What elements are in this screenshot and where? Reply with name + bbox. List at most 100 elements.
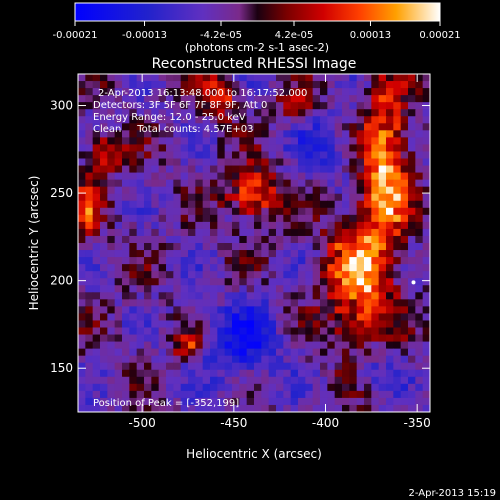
heatmap-cell [78,179,86,188]
heatmap-cell [327,88,336,96]
heatmap-cell [305,221,314,230]
heatmap-cell [334,313,343,322]
heatmap-cell [188,397,196,406]
heatmap-cell [85,116,94,124]
heatmap-cell [371,306,380,315]
heatmap-cell [254,74,262,82]
heatmap-cell [85,376,94,385]
heatmap-cell [144,74,152,82]
heatmap-cell [378,151,387,160]
heatmap-cell [78,327,86,336]
heatmap-cell [334,179,343,188]
heatmap-cell [342,383,350,392]
heatmap-cell [151,362,160,371]
heatmap-cell [239,137,248,146]
heatmap-cell [144,292,152,300]
heatmap-cell [210,88,218,96]
heatmap-cell [356,334,365,343]
heatmap-cell [180,348,189,357]
heatmap-cell [261,95,270,103]
heatmap-cell [136,327,145,336]
heatmap-cell [122,200,130,209]
heatmap-cell [334,109,343,117]
heatmap-cell [327,348,336,357]
heatmap-cell [180,88,189,96]
heatmap-cell [276,390,284,399]
heatmap-cell [305,88,314,96]
heatmap-cell [422,74,430,82]
heatmap-cell [210,109,218,117]
heatmap-cell [320,214,328,223]
heatmap-cell [195,243,204,251]
heatmap-cell [349,228,358,237]
heatmap-cell [393,257,402,265]
heatmap-cell [202,341,211,350]
heatmap-cell [378,285,387,293]
heatmap-cell [312,102,321,110]
heatmap-cell [371,390,380,399]
heatmap-cell [217,264,226,272]
heatmap-cell [422,292,430,300]
heatmap-cell [290,165,299,174]
heatmap-cell [217,320,226,329]
heatmap-cell [202,362,211,371]
heatmap-cell [356,165,365,174]
heatmap-cell [422,243,430,251]
heatmap-cell [217,130,226,138]
heatmap-cell [276,186,284,195]
heatmap-cell [224,179,233,188]
heatmap-cell [422,404,430,412]
heatmap-cell [268,264,277,272]
heatmap-cell [151,102,160,110]
heatmap-cell [78,390,86,399]
heatmap-cell [400,341,409,350]
heatmap-cell [408,81,416,89]
heatmap-cell [122,74,130,82]
heatmap-cell [378,193,387,202]
heatmap-cell [224,95,233,103]
heatmap-cell [298,341,306,350]
heatmap-cell [114,81,123,89]
heatmap-cell [100,397,108,406]
heatmap-cell [129,341,138,350]
heatmap-cell [136,271,145,279]
heatmap-cell [92,151,101,160]
heatmap-cell [151,390,160,399]
heatmap-cell [129,158,138,167]
heatmap-cell [107,214,116,223]
heatmap-cell [283,137,292,146]
heatmap-cell [144,362,152,371]
heatmap-cell [85,327,94,336]
heatmap-cell [129,334,138,343]
heatmap-cell [342,88,350,96]
heatmap-cell [166,130,174,138]
heatmap-cell [371,327,380,336]
heatmap-cell [217,383,226,392]
heatmap-cell [261,88,270,96]
heatmap-cell [232,306,240,315]
heatmap-cell [334,257,343,265]
heatmap-cell [400,362,409,371]
heatmap-cell [217,144,226,153]
heatmap-cell [342,250,350,258]
heatmap-cell [151,109,160,117]
heatmap-cell [173,158,182,167]
heatmap-cell [173,278,182,286]
heatmap-cell [408,341,416,350]
heatmap-cell [283,250,292,258]
heatmap-cell [327,292,336,300]
heatmap-cell [107,355,116,364]
heatmap-cell [290,235,299,244]
heatmap-cell [114,186,123,195]
heatmap-cell [312,397,321,406]
heatmap-cell [78,369,86,378]
heatmap-cell [122,243,130,251]
heatmap-cell [276,109,284,117]
heatmap-cell [371,88,380,96]
heatmap-cell [188,228,196,237]
heatmap-cell [239,327,248,336]
heatmap-cell [356,348,365,357]
x-axis-ticks: -500 -450 -400 -350 [129,74,431,430]
heatmap-cell [144,278,152,286]
heatmap-cell [276,362,284,371]
